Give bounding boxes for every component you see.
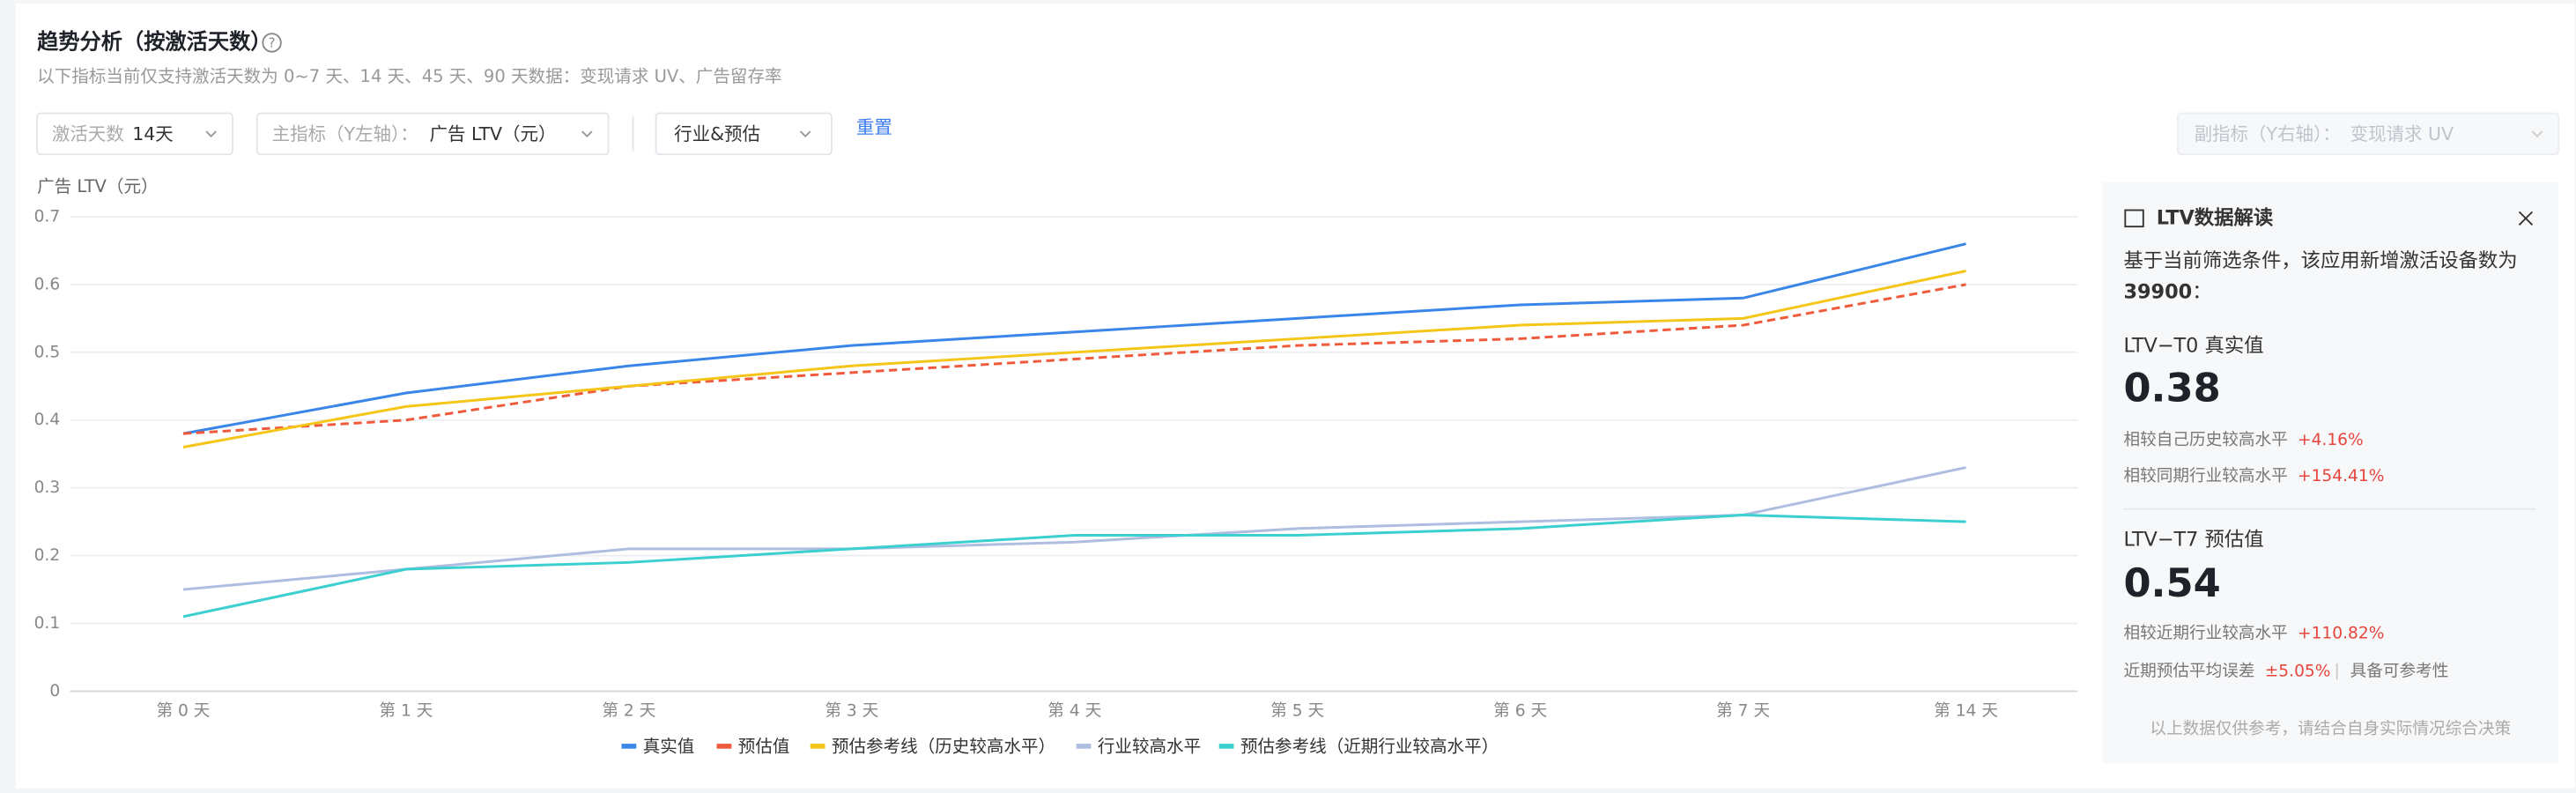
row-delta: ±5.05% (2265, 663, 2331, 681)
legend-swatch (1076, 744, 1092, 749)
y-tick-label: 0.7 (34, 207, 61, 226)
panel-intro: 基于当前筛选条件，该应用新增激活设备数为 (2123, 249, 2517, 272)
section-value: 0.38 (2123, 364, 2220, 411)
x-tick-label: 第 1 天 (379, 701, 433, 720)
series-line (182, 242, 1966, 435)
y-tick-label: 0.4 (34, 411, 61, 429)
legend-label: 真实值 (643, 736, 695, 756)
x-tick-label: 第 5 天 (1270, 701, 1324, 720)
legend-label: 预估值 (738, 736, 790, 756)
section-title: LTV−T7 预估值 (2123, 529, 2263, 552)
x-tick-label: 第 2 天 (602, 701, 655, 720)
row-label: 相较近期行业较高水平 (2123, 625, 2287, 643)
close[interactable] (2518, 211, 2534, 226)
title: 趋势分析（按激活天数） (37, 29, 271, 54)
y-tick-label: 0.2 (34, 546, 61, 565)
x-tick-label: 第 3 天 (825, 701, 878, 720)
y-tick-label: 0.5 (34, 343, 61, 361)
help-icon[interactable] (262, 33, 282, 53)
row-delta: +4.16% (2298, 431, 2364, 449)
chevron (2531, 130, 2543, 137)
row-label: 相较自己历史较高水平 (2123, 431, 2287, 449)
device-count: 39900 (2123, 280, 2192, 303)
row-label: 近期预估平均误差 (2123, 663, 2254, 681)
x-tick-label: 第 0 天 (156, 701, 210, 720)
chevron (205, 130, 217, 137)
footnote: 以上数据仅供参考，请结合自身实际情况综合决策 (2150, 720, 2511, 738)
y-tick-label: 0.1 (34, 614, 61, 633)
row-label: 相较同期行业较高水平 (2123, 467, 2287, 485)
series-line (182, 283, 1966, 435)
section-value: 0.54 (2123, 560, 2220, 606)
days-select[interactable] (36, 112, 233, 156)
panel-intro-line2: 39900： (2123, 280, 2211, 303)
legend-label: 行业较高水平 (1098, 736, 1201, 756)
panel-title: LTV数据解读 (2157, 205, 2274, 229)
days-value: 14天 (132, 123, 174, 145)
series-line (182, 270, 1966, 448)
primary-label: 主指标（Y左轴）： (272, 123, 418, 145)
secondary-select[interactable] (2177, 112, 2560, 156)
legend-label: 预估参考线（历史较高水平） (832, 736, 1055, 756)
legend-swatch (1218, 744, 1234, 749)
x-tick-label: 第 14 天 (1934, 701, 1998, 720)
x-tick-label: 第 6 天 (1493, 701, 1547, 720)
y-tick-label: 0.3 (34, 478, 61, 497)
section-title: LTV−T0 真实值 (2123, 335, 2263, 358)
legend-swatch (621, 744, 637, 749)
row-delta: +154.41% (2298, 467, 2384, 485)
row-delta: +110.82% (2298, 625, 2384, 643)
primary-value: 广告 LTV（元） (429, 123, 556, 145)
chevron (799, 130, 811, 137)
series-line (182, 513, 1966, 619)
x-tick-label: 第 4 天 (1047, 701, 1101, 720)
panel-icon (2124, 209, 2144, 228)
intro-end: ： (2192, 280, 2211, 303)
subtitle: 以下指标当前仅支持激活天数为 0~7 天、14 天、45 天、90 天数据：变现… (37, 66, 781, 86)
y-tick-label: 0 (49, 682, 60, 700)
primary-select[interactable] (255, 112, 610, 156)
legend-swatch (810, 744, 825, 749)
series-line (182, 466, 1966, 591)
compare-select[interactable] (655, 112, 833, 156)
row-note: 具备可参考性 (2350, 663, 2449, 681)
reset[interactable]: 重置 (856, 116, 892, 137)
secondary-label: 副指标（Y右轴）： (2195, 123, 2341, 145)
chart: 0 0.1 0.2 0.3 0.4 0.5 0.6 0.7 第 0 天 第 1 天 第 2 天 第 3… (34, 207, 2078, 756)
compare-value: 行业&预估 (674, 123, 760, 145)
legend-swatch (716, 744, 732, 749)
chevron (581, 130, 593, 137)
secondary-value: 变现请求 UV (2350, 123, 2454, 145)
legend-label: 预估参考线（近期行业较高水平） (1240, 736, 1499, 756)
insight-panel (2102, 182, 2559, 764)
days-label: 激活天数 (52, 123, 124, 145)
y-tick-label: 0.6 (34, 275, 61, 293)
x-tick-label: 第 7 天 (1716, 701, 1770, 720)
help-mark: ? (269, 34, 276, 50)
y-axis-label: 广告 LTV（元） (37, 176, 158, 196)
